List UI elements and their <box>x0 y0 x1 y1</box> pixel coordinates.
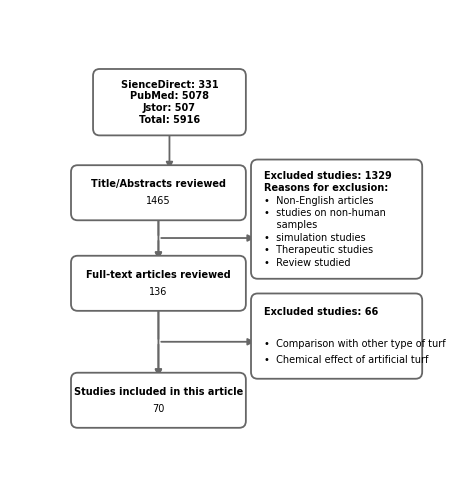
Text: •  Comparison with other type of turf: • Comparison with other type of turf <box>264 339 446 349</box>
FancyBboxPatch shape <box>93 69 246 135</box>
Text: Excluded studies: 1329: Excluded studies: 1329 <box>264 171 392 181</box>
FancyBboxPatch shape <box>71 165 246 221</box>
Text: SienceDirect: 331: SienceDirect: 331 <box>121 79 218 90</box>
Text: Full-text articles reviewed: Full-text articles reviewed <box>86 270 231 280</box>
Text: •  Non-English articles: • Non-English articles <box>264 196 374 205</box>
Text: Jstor: 507: Jstor: 507 <box>143 103 196 113</box>
Text: samples: samples <box>264 220 318 230</box>
Text: Reasons for exclusion:: Reasons for exclusion: <box>264 183 389 193</box>
Text: •  Therapeutic studies: • Therapeutic studies <box>264 245 374 255</box>
FancyBboxPatch shape <box>251 160 422 279</box>
Text: Title/Abstracts reviewed: Title/Abstracts reviewed <box>91 179 226 190</box>
Text: 136: 136 <box>149 287 168 296</box>
Text: 70: 70 <box>152 404 164 414</box>
FancyBboxPatch shape <box>71 256 246 311</box>
Text: Total: 5916: Total: 5916 <box>139 115 200 125</box>
Text: •  studies on non-human: • studies on non-human <box>264 208 386 218</box>
Text: •  Review studied: • Review studied <box>264 258 351 268</box>
Text: 1465: 1465 <box>146 196 171 206</box>
Text: Studies included in this article: Studies included in this article <box>74 387 243 397</box>
Text: •  simulation studies: • simulation studies <box>264 233 366 243</box>
Text: •  Chemical effect of artificial turf: • Chemical effect of artificial turf <box>264 355 428 365</box>
FancyBboxPatch shape <box>251 294 422 379</box>
FancyBboxPatch shape <box>71 373 246 428</box>
Text: Excluded studies: 66: Excluded studies: 66 <box>264 307 378 317</box>
Text: PubMed: 5078: PubMed: 5078 <box>130 91 209 101</box>
